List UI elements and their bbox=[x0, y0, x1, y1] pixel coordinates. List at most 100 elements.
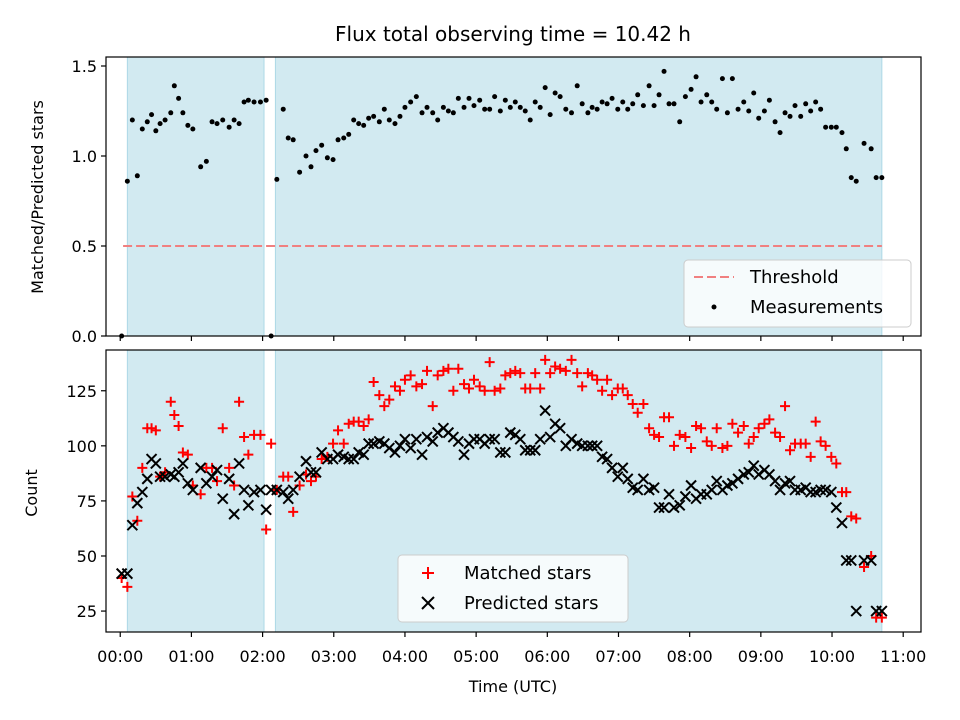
matched-star-point bbox=[479, 385, 490, 396]
measurement-point bbox=[487, 106, 493, 112]
matched-star-point bbox=[173, 421, 184, 432]
predicted-star-point bbox=[458, 448, 470, 461]
predicted-star-point bbox=[679, 490, 692, 503]
predicted-star-point bbox=[310, 466, 322, 478]
x-tick-label: 03:00 bbox=[311, 647, 357, 666]
measurement-point bbox=[646, 83, 652, 89]
matched-star-point bbox=[733, 427, 744, 438]
predicted-star-point bbox=[845, 554, 857, 567]
measurement-point bbox=[226, 124, 232, 130]
matched-star-point bbox=[255, 429, 266, 440]
matched-star-point bbox=[649, 429, 660, 440]
predicted-star-point bbox=[876, 605, 888, 617]
matched-star-point bbox=[374, 390, 385, 401]
matched-star-point bbox=[384, 394, 395, 405]
count-panel: 25 50 75 100 125 00:00 01:00 02:00 03:00 04:00 05… bbox=[22, 349, 926, 696]
predicted-star-point bbox=[774, 484, 786, 496]
measurement-point bbox=[149, 112, 155, 118]
legend-measurements-label: Measurements bbox=[750, 297, 883, 318]
matched-star-point bbox=[748, 432, 759, 443]
predicted-star-point bbox=[194, 462, 207, 474]
matched-star-point bbox=[743, 438, 754, 449]
measurement-point bbox=[532, 99, 538, 105]
predicted-star-point bbox=[300, 455, 312, 467]
matched-star-point bbox=[654, 432, 665, 443]
measurement-point bbox=[502, 97, 508, 103]
x-tick-label: 07:00 bbox=[595, 647, 641, 666]
measurement-point bbox=[319, 142, 325, 148]
measurement-point bbox=[482, 106, 488, 112]
measurement-point bbox=[124, 178, 130, 184]
matched-star-point bbox=[422, 365, 433, 376]
predicted-star-point bbox=[865, 554, 877, 567]
predicted-star-point bbox=[622, 473, 634, 485]
predicted-star-point bbox=[362, 437, 375, 450]
ratio-x-ticks bbox=[119, 336, 904, 341]
measurement-point bbox=[263, 97, 269, 103]
predicted-star-point bbox=[488, 433, 501, 445]
measurement-point bbox=[792, 103, 798, 109]
measurement-point bbox=[868, 146, 874, 152]
measurement-point bbox=[335, 137, 341, 143]
matched-star-point bbox=[368, 376, 379, 387]
predicted-star-point bbox=[277, 486, 289, 498]
matched-star-point bbox=[224, 462, 235, 473]
measurement-point bbox=[843, 146, 849, 152]
measurement-point bbox=[381, 106, 387, 112]
shaded-region-0 bbox=[127, 57, 265, 336]
measurement-point bbox=[466, 95, 472, 101]
predicted-star-point bbox=[141, 473, 153, 485]
matched-star-point bbox=[243, 449, 254, 460]
matched-star-point bbox=[638, 398, 649, 409]
measurement-point bbox=[818, 106, 824, 112]
predicted-star-point bbox=[126, 519, 139, 531]
predicted-star-point bbox=[653, 501, 665, 514]
matched-star-point bbox=[468, 374, 479, 385]
matched-star-point bbox=[535, 383, 546, 394]
measurement-point bbox=[313, 148, 319, 154]
predicted-star-point bbox=[617, 462, 629, 474]
matched-star-point bbox=[738, 421, 749, 432]
matched-star-point bbox=[530, 368, 541, 379]
y-tick-label: 0.5 bbox=[72, 237, 97, 256]
matched-star-point bbox=[545, 368, 556, 379]
predicted-star-point bbox=[499, 446, 512, 459]
matched-star-point bbox=[764, 414, 775, 425]
matched-star-point bbox=[627, 398, 638, 409]
measurement-point bbox=[787, 113, 793, 119]
predicted-star-point bbox=[673, 499, 686, 512]
matched-star-point bbox=[727, 418, 738, 429]
count-x-axis: 00:00 01:00 02:00 03:00 04:00 05:00 06:00 07:00… bbox=[97, 632, 926, 666]
matched-star-point bbox=[780, 401, 791, 412]
predicted-star-point bbox=[452, 435, 465, 448]
measurement-point bbox=[766, 97, 772, 103]
matched-star-point bbox=[820, 440, 831, 451]
measurement-point bbox=[257, 99, 263, 105]
count-plot-frame bbox=[105, 349, 922, 633]
measurement-point bbox=[376, 119, 382, 125]
measurement-point bbox=[724, 110, 730, 116]
matched-star-point bbox=[217, 423, 228, 434]
predicted-star-point bbox=[743, 466, 755, 478]
measurement-point bbox=[346, 131, 352, 137]
measurement-point bbox=[168, 110, 174, 116]
measurement-point bbox=[772, 119, 778, 125]
predicted-star-point bbox=[343, 453, 355, 465]
measurement-point bbox=[435, 117, 441, 123]
measurement-point bbox=[477, 97, 483, 103]
matched-star-point bbox=[810, 416, 821, 427]
matched-star-point bbox=[701, 436, 712, 447]
x-axis-label: Time (UTC) bbox=[468, 677, 557, 696]
ratio-y-axis-label: Matched/Predicted stars bbox=[28, 100, 47, 294]
ratio-measurement-points bbox=[119, 68, 885, 339]
measurement-point bbox=[176, 95, 182, 101]
measurement-point bbox=[563, 106, 569, 112]
measurement-point bbox=[666, 101, 672, 107]
x-tick-label: 06:00 bbox=[524, 647, 570, 666]
predicted-star-point bbox=[658, 501, 670, 514]
measurement-point bbox=[214, 121, 220, 127]
x-tick-label: 11:00 bbox=[880, 647, 926, 666]
measurement-point bbox=[656, 92, 662, 98]
measurement-point bbox=[594, 106, 600, 112]
matched-star-point bbox=[229, 480, 240, 491]
